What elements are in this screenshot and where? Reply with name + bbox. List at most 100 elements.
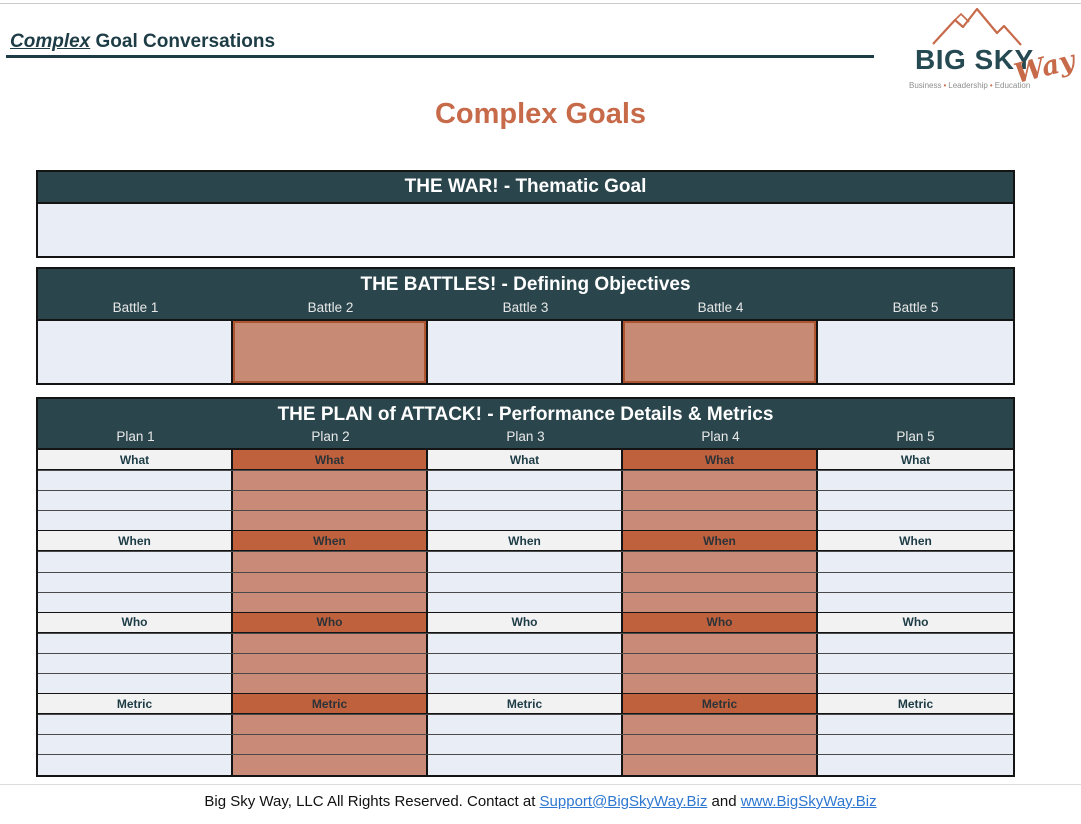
plan-input-cell[interactable] <box>38 511 233 531</box>
plan-metric-row-2 <box>38 734 1013 755</box>
plan-input-cell[interactable] <box>428 674 623 694</box>
plan-input-cell[interactable] <box>428 592 623 612</box>
war-goal-input-area[interactable] <box>38 204 1013 256</box>
battle-input-cell-3[interactable] <box>428 321 623 383</box>
plan-what-row-1 <box>38 470 1013 491</box>
plan-input-cell[interactable] <box>623 653 818 674</box>
footer-and: and <box>707 793 741 810</box>
plan-input-cell[interactable] <box>818 471 1013 491</box>
top-divider <box>0 3 1081 4</box>
plan-input-cell[interactable] <box>623 715 818 735</box>
plan-column-label-1: Plan 1 <box>116 429 155 444</box>
plan-input-cell[interactable] <box>428 715 623 735</box>
plan-input-cell[interactable] <box>233 572 428 592</box>
page-title: Complex Goals <box>434 98 647 130</box>
plan-input-cell[interactable] <box>818 633 1013 653</box>
plan-input-cell[interactable] <box>623 552 818 572</box>
plan-who-label: Who <box>623 612 818 632</box>
plan-input-cell[interactable] <box>623 755 818 775</box>
plan-input-cell[interactable] <box>233 552 428 572</box>
plan-input-cell[interactable] <box>818 653 1013 674</box>
plan-what-label: What <box>38 450 233 470</box>
tagline-dot: • <box>943 81 947 90</box>
plan-input-cell[interactable] <box>623 572 818 592</box>
plan-input-cell[interactable] <box>623 674 818 694</box>
plan-input-cell[interactable] <box>38 552 233 572</box>
battle-input-cell-1[interactable] <box>38 321 233 383</box>
plan-input-cell[interactable] <box>623 471 818 491</box>
plan-input-cell[interactable] <box>38 755 233 775</box>
plan-who-row-3 <box>38 673 1013 694</box>
plan-input-cell[interactable] <box>38 572 233 592</box>
plan-input-cell[interactable] <box>38 715 233 735</box>
plan-input-cell[interactable] <box>623 633 818 653</box>
footer-email-link[interactable]: Support@BigSkyWay.Biz <box>539 793 708 810</box>
plan-input-cell[interactable] <box>233 471 428 491</box>
plan-input-cell[interactable] <box>38 491 233 511</box>
plan-input-cell[interactable] <box>38 653 233 674</box>
plan-metric-label-row: Metric Metric Metric Metric Metric <box>38 693 1013 715</box>
plan-input-cell[interactable] <box>428 471 623 491</box>
battles-column-label-1: Battle 1 <box>112 300 159 315</box>
plan-when-label-row: When When When When When <box>38 530 1013 552</box>
mountain-icon <box>932 7 1022 46</box>
plan-input-cell[interactable] <box>233 511 428 531</box>
plan-input-cell[interactable] <box>233 674 428 694</box>
plan-input-cell[interactable] <box>38 674 233 694</box>
plan-column-label-3: Plan 3 <box>506 429 545 444</box>
plan-input-cell[interactable] <box>818 674 1013 694</box>
plan-column-labels: Plan 1 Plan 2 Plan 3 Plan 4 Plan 5 <box>38 426 1013 448</box>
plan-input-cell[interactable] <box>428 552 623 572</box>
plan-input-cell[interactable] <box>38 735 233 755</box>
plan-input-cell[interactable] <box>623 735 818 755</box>
plan-metric-row-1 <box>38 714 1013 735</box>
plan-input-cell[interactable] <box>623 491 818 511</box>
plan-input-cell[interactable] <box>233 491 428 511</box>
plan-input-cell[interactable] <box>428 755 623 775</box>
plan-who-label-row: Who Who Who Who Who <box>38 611 1013 633</box>
plan-input-cell[interactable] <box>428 572 623 592</box>
plan-input-cell[interactable] <box>818 715 1013 735</box>
plan-what-label: What <box>623 450 818 470</box>
plan-input-cell[interactable] <box>233 735 428 755</box>
plan-metric-label: Metric <box>428 694 623 714</box>
plan-input-cell[interactable] <box>38 633 233 653</box>
plan-input-cell[interactable] <box>233 715 428 735</box>
plan-input-cell[interactable] <box>818 592 1013 612</box>
plan-metric-label: Metric <box>623 694 818 714</box>
plan-input-cell[interactable] <box>818 572 1013 592</box>
plan-input-cell[interactable] <box>233 653 428 674</box>
plan-when-label: When <box>38 531 233 551</box>
battles-column-label-4: Battle 4 <box>697 300 744 315</box>
plan-input-cell[interactable] <box>428 735 623 755</box>
plan-input-cell[interactable] <box>233 755 428 775</box>
plan-input-cell[interactable] <box>428 653 623 674</box>
plan-input-cell[interactable] <box>818 491 1013 511</box>
battle-input-cell-5[interactable] <box>818 321 1013 383</box>
battle-input-cell-4[interactable] <box>623 321 818 383</box>
plan-input-cell[interactable] <box>623 592 818 612</box>
battles-section: THE BATTLES! - Defining Objectives Battl… <box>36 267 1015 385</box>
plan-column-label-2: Plan 2 <box>311 429 350 444</box>
plan-input-cell[interactable] <box>38 592 233 612</box>
plan-input-cell[interactable] <box>428 491 623 511</box>
plan-input-cell[interactable] <box>818 755 1013 775</box>
plan-section: THE PLAN of ATTACK! - Performance Detail… <box>36 397 1015 777</box>
plan-metric-label: Metric <box>233 694 428 714</box>
plan-input-cell[interactable] <box>38 471 233 491</box>
battle-input-cell-2[interactable] <box>233 321 428 383</box>
plan-input-cell[interactable] <box>233 592 428 612</box>
plan-input-cell[interactable] <box>428 633 623 653</box>
plan-body: What What What What What When When When When When… <box>38 448 1013 775</box>
plan-input-cell[interactable] <box>818 511 1013 531</box>
plan-input-cell[interactable] <box>428 511 623 531</box>
plan-input-cell[interactable] <box>233 633 428 653</box>
battles-column-label-3: Battle 3 <box>502 300 549 315</box>
plan-input-cell[interactable] <box>623 511 818 531</box>
plan-what-label: What <box>428 450 623 470</box>
plan-input-cell[interactable] <box>818 735 1013 755</box>
plan-input-cell[interactable] <box>818 552 1013 572</box>
plan-what-label-row: What What What What What <box>38 450 1013 471</box>
plan-who-label: Who <box>38 612 233 632</box>
footer-site-link[interactable]: www.BigSkyWay.Biz <box>740 793 877 810</box>
